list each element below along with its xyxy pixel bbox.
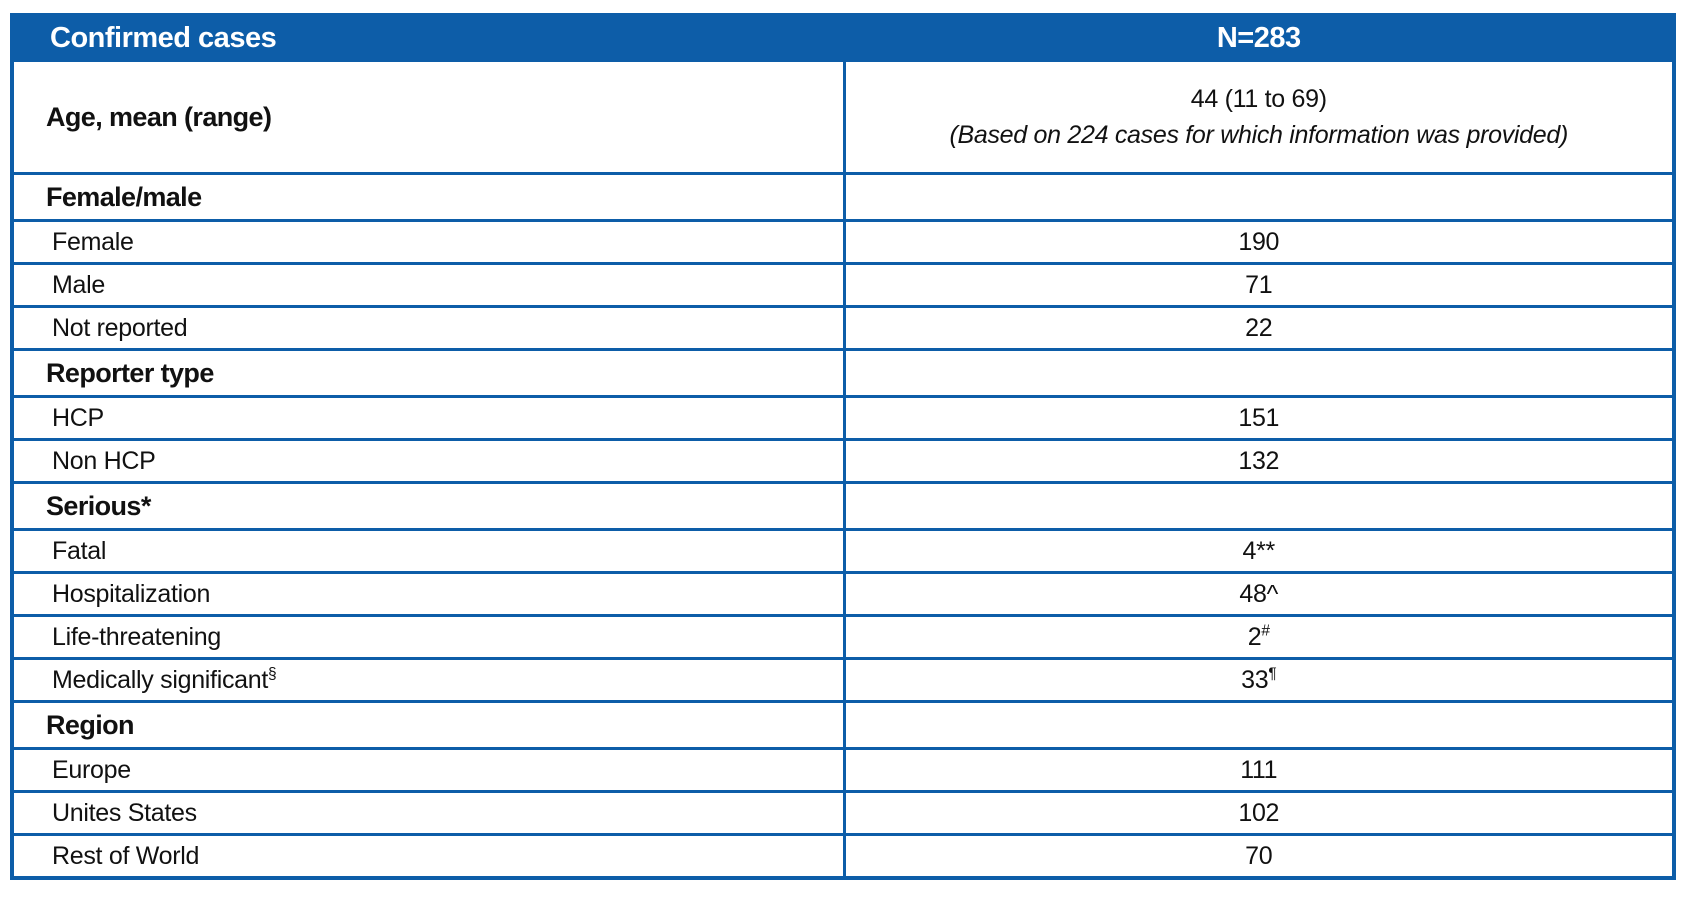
table-row: Male 71 bbox=[10, 262, 1676, 308]
section-title: Region bbox=[10, 700, 846, 750]
section-title: Reporter type bbox=[10, 348, 846, 398]
row-label-text: Not reported bbox=[52, 313, 188, 342]
row-value-text: 111 bbox=[1240, 755, 1278, 784]
row-label-text: Life-threatening bbox=[52, 622, 221, 651]
row-value: 151 bbox=[842, 395, 1676, 441]
table-row: Medically significant§ 33¶ bbox=[10, 657, 1676, 703]
row-value-text: 102 bbox=[1238, 798, 1280, 827]
row-value-superscript: ¶ bbox=[1268, 665, 1277, 683]
row-value: 190 bbox=[842, 219, 1676, 265]
section-title: Female/male bbox=[10, 172, 846, 222]
table-row: Non HCP 132 bbox=[10, 438, 1676, 484]
row-label-text: Non HCP bbox=[52, 446, 156, 475]
section-title: Serious* bbox=[10, 481, 846, 531]
row-value-text: 33 bbox=[1241, 665, 1269, 694]
column-header-n: N=283 bbox=[842, 13, 1676, 62]
row-label: Female bbox=[10, 219, 846, 265]
row-label-text: Rest of World bbox=[52, 841, 200, 870]
row-value: 33¶ bbox=[842, 657, 1676, 703]
row-label-text: Hospitalization bbox=[52, 579, 211, 608]
row-label-text: Female bbox=[52, 227, 134, 256]
table-header: Confirmed cases N=283 bbox=[10, 13, 1676, 62]
row-value-text: 48^ bbox=[1239, 579, 1279, 608]
table-row: Life-threatening 2# bbox=[10, 614, 1676, 660]
row-label-text: Fatal bbox=[52, 536, 107, 565]
row-label-text: Medically significant bbox=[52, 665, 269, 694]
row-value: 102 bbox=[842, 790, 1676, 836]
row-value-text: 22 bbox=[1245, 313, 1273, 342]
row-label-text: Male bbox=[52, 270, 105, 299]
table-row: Not reported 22 bbox=[10, 305, 1676, 351]
row-value-text: 132 bbox=[1238, 446, 1280, 475]
row-label-text: Europe bbox=[52, 755, 131, 784]
age-value-main: 44 (11 to 69) bbox=[1190, 85, 1327, 113]
section-header-row: Reporter type bbox=[10, 348, 1676, 398]
row-value-text: 71 bbox=[1245, 270, 1273, 299]
row-value-superscript: # bbox=[1261, 622, 1270, 640]
section-header-row: Female/male bbox=[10, 172, 1676, 222]
row-value: 71 bbox=[842, 262, 1676, 308]
column-header-confirmed-cases: Confirmed cases bbox=[10, 13, 846, 62]
row-label: Rest of World bbox=[10, 833, 846, 880]
row-label: Fatal bbox=[10, 528, 846, 574]
row-label: Medically significant§ bbox=[10, 657, 846, 703]
row-value: 70 bbox=[842, 833, 1676, 880]
row-label: Non HCP bbox=[10, 438, 846, 484]
age-row: Age, mean (range) 44 (11 to 69) (Based o… bbox=[10, 59, 1676, 175]
row-value: 48^ bbox=[842, 571, 1676, 617]
table-row: HCP 151 bbox=[10, 395, 1676, 441]
section-empty-value bbox=[842, 481, 1676, 531]
table-row: Hospitalization 48^ bbox=[10, 571, 1676, 617]
confirmed-cases-table: Confirmed cases N=283 Age, mean (range) … bbox=[10, 13, 1676, 880]
row-value: 132 bbox=[842, 438, 1676, 484]
section-header-row: Region bbox=[10, 700, 1676, 750]
row-value: 2# bbox=[842, 614, 1676, 660]
row-value-text: 2 bbox=[1247, 622, 1262, 651]
table-row: Fatal 4** bbox=[10, 528, 1676, 574]
row-value: 111 bbox=[842, 747, 1676, 793]
row-label: Europe bbox=[10, 747, 846, 793]
row-label: Hospitalization bbox=[10, 571, 846, 617]
row-value-text: 70 bbox=[1245, 841, 1273, 870]
age-row-label: Age, mean (range) bbox=[10, 59, 846, 175]
row-value: 4** bbox=[842, 528, 1676, 574]
table-row: Europe 111 bbox=[10, 747, 1676, 793]
age-row-value: 44 (11 to 69) (Based on 224 cases for wh… bbox=[842, 59, 1676, 175]
row-label-text: Unites States bbox=[52, 798, 197, 827]
age-value-note: (Based on 224 cases for which informatio… bbox=[949, 121, 1569, 149]
table-row: Rest of World 70 bbox=[10, 833, 1676, 880]
header-row: Confirmed cases N=283 bbox=[10, 13, 1676, 62]
row-value: 22 bbox=[842, 305, 1676, 351]
table-body: Age, mean (range) 44 (11 to 69) (Based o… bbox=[10, 59, 1676, 880]
row-label: Male bbox=[10, 262, 846, 308]
row-label: Unites States bbox=[10, 790, 846, 836]
row-label-text: HCP bbox=[52, 403, 104, 432]
row-label-superscript: § bbox=[268, 665, 277, 683]
table-row: Unites States 102 bbox=[10, 790, 1676, 836]
section-empty-value bbox=[842, 172, 1676, 222]
table-row: Female 190 bbox=[10, 219, 1676, 265]
section-empty-value bbox=[842, 700, 1676, 750]
row-value-text: 4** bbox=[1242, 536, 1276, 565]
row-value-text: 190 bbox=[1238, 227, 1280, 256]
section-empty-value bbox=[842, 348, 1676, 398]
row-label: HCP bbox=[10, 395, 846, 441]
confirmed-cases-table-wrap: Confirmed cases N=283 Age, mean (range) … bbox=[10, 13, 1676, 880]
row-label: Not reported bbox=[10, 305, 846, 351]
section-header-row: Serious* bbox=[10, 481, 1676, 531]
row-value-text: 151 bbox=[1238, 403, 1280, 432]
row-label: Life-threatening bbox=[10, 614, 846, 660]
